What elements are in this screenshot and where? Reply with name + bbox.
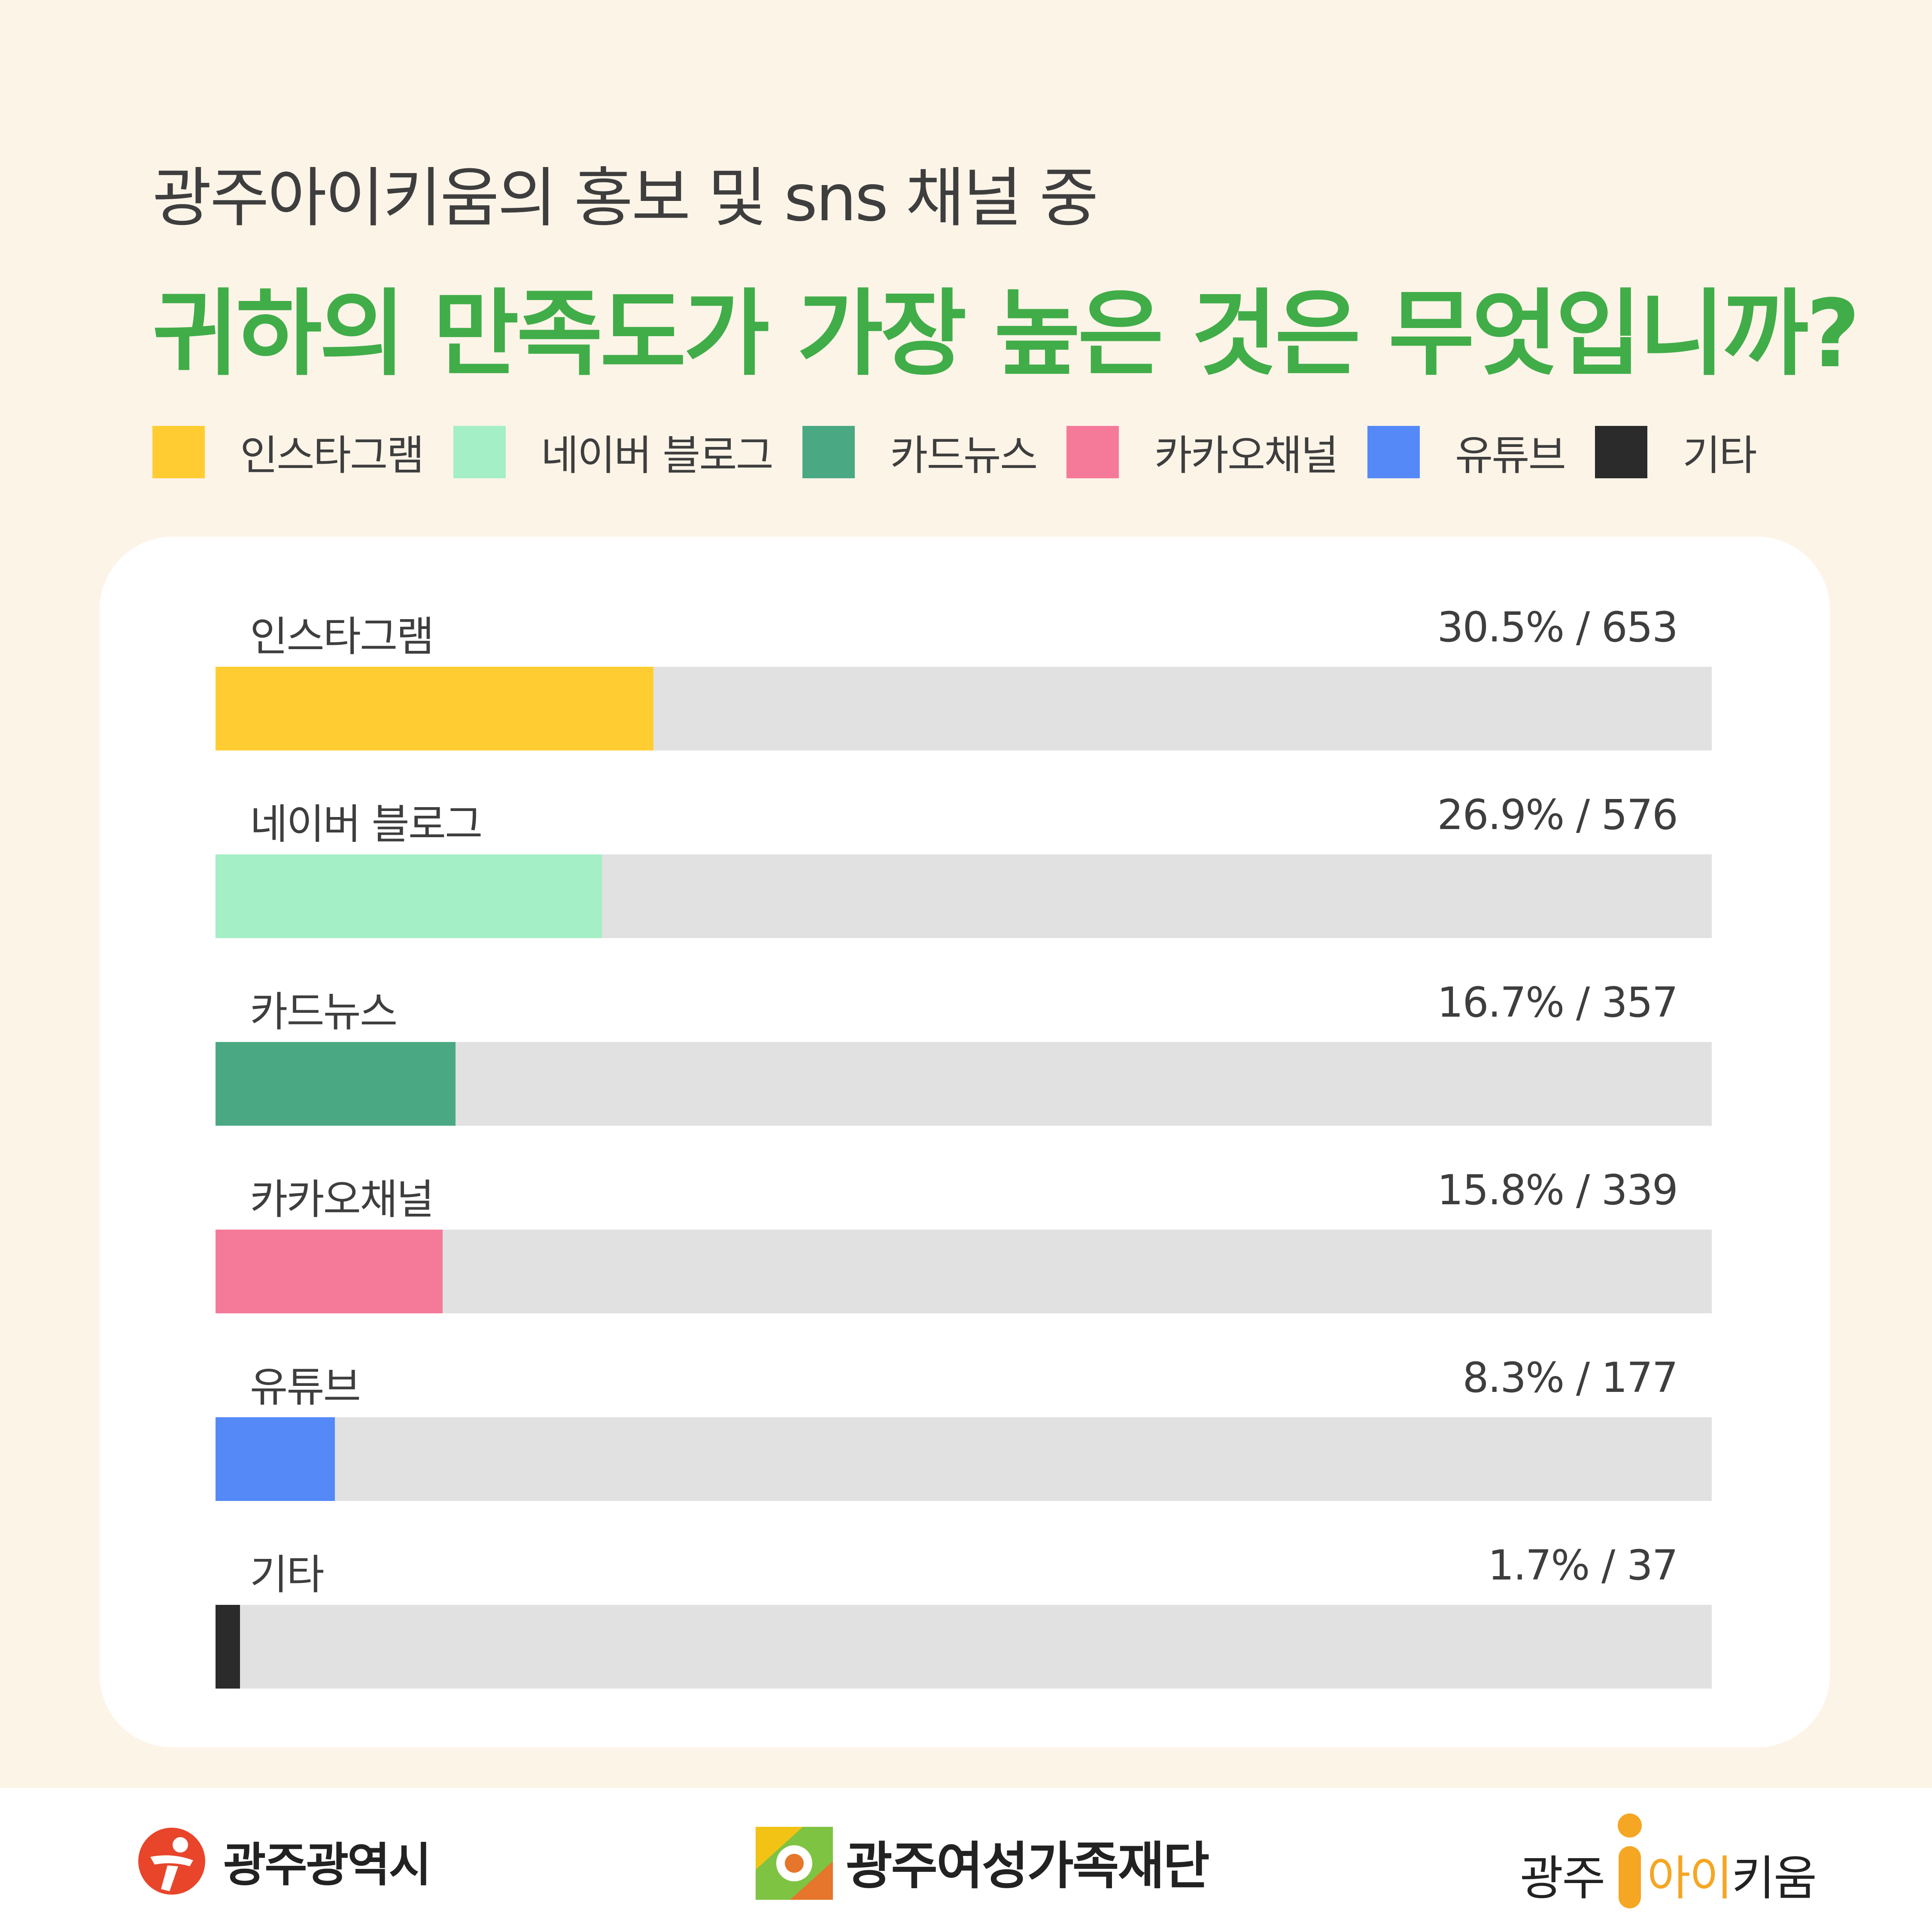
- bar-category-label: 인스타그램: [250, 613, 434, 661]
- gwangju-ikium-logo: 광주 아이 키움: [1520, 1812, 1817, 1911]
- bar-value-label: 26.9% / 576: [1437, 791, 1678, 839]
- womens-family-foundation-logo: 광주여성가족재단: [751, 1818, 1209, 1904]
- foundation-logo-text: 광주여성가족재단: [846, 1836, 1209, 1896]
- ikium-logo-mid: 아이: [1647, 1851, 1732, 1906]
- bar-fill: [216, 1042, 456, 1126]
- legend-label: 인스타그램: [240, 431, 425, 480]
- legend-label: 유튜브: [1455, 431, 1566, 480]
- legend-item: 기타: [1595, 422, 1757, 482]
- legend-swatch: [152, 425, 205, 478]
- bar-category-label: 카드뉴스: [250, 988, 398, 1036]
- bar-value-label: 1.7% / 37: [1488, 1541, 1678, 1589]
- bar-track: [216, 854, 1712, 938]
- legend-swatch: [1367, 425, 1420, 478]
- page-title: 귀하의 만족도가 가장 높은 것은 무엇입니까?: [152, 280, 1860, 389]
- chart-card: 인스타그램 30.5% / 653 네이버 블로그 26.9% / 576 카드뉴스 16…: [100, 537, 1830, 1747]
- legend-label: 네이버 블로그: [541, 431, 774, 480]
- subtitle: 광주아이키움의 홍보 및 sns 채널 중: [152, 161, 1099, 236]
- bar-track: [216, 1042, 1712, 1126]
- bar-value-label: 8.3% / 177: [1462, 1354, 1678, 1402]
- bar-category-label: 기타: [250, 1551, 325, 1599]
- bar-fill: [216, 667, 653, 750]
- legend-swatch: [1595, 425, 1647, 478]
- footer: 광주광역시 광주여성가족재단 광주 아이 키움: [0, 1788, 1932, 1932]
- bar-track: [216, 1605, 1712, 1689]
- legend-item: 카드뉴스: [802, 422, 1038, 482]
- legend-item: 유튜브: [1367, 422, 1566, 482]
- bar-category-label: 카카오채널: [250, 1176, 434, 1224]
- legend-swatch: [453, 425, 506, 478]
- bar-track: [216, 667, 1712, 750]
- gwangju-city-logo-text: 광주광역시: [223, 1838, 431, 1892]
- bar-fill: [216, 1230, 443, 1313]
- gwangju-city-emblem-icon: [138, 1828, 205, 1895]
- legend-label: 카카오채널: [1154, 431, 1339, 480]
- bar-category-label: 유튜브: [250, 1363, 361, 1411]
- legend-label: 카드뉴스: [890, 431, 1038, 480]
- ikium-i-icon: [1618, 1814, 1642, 1908]
- bar-track: [216, 1417, 1712, 1501]
- bar-value-label: 30.5% / 653: [1437, 603, 1678, 651]
- legend-item: 카카오채널: [1066, 422, 1339, 482]
- legend-item: 네이버 블로그: [453, 422, 774, 482]
- bar-value-label: 16.7% / 357: [1437, 978, 1678, 1027]
- foundation-emblem-icon: [756, 1827, 833, 1900]
- legend: 인스타그램 네이버 블로그 카드뉴스 카카오채널 유튜브 기타: [152, 422, 1786, 482]
- ikium-logo-prefix: 광주: [1520, 1851, 1605, 1906]
- bar-fill: [216, 1417, 335, 1501]
- bar-fill: [216, 1605, 240, 1689]
- legend-item: 인스타그램: [152, 422, 425, 482]
- ikium-logo-suffix: 키움: [1731, 1851, 1817, 1906]
- bar-track: [216, 1230, 1712, 1313]
- bar-category-label: 네이버 블로그: [250, 800, 483, 848]
- bar-fill: [216, 854, 602, 938]
- legend-label: 기타: [1682, 431, 1757, 480]
- legend-swatch: [1066, 425, 1119, 478]
- gwangju-city-logo: 광주광역시: [137, 1827, 431, 1896]
- legend-swatch: [802, 425, 855, 478]
- bar-value-label: 15.8% / 339: [1437, 1166, 1678, 1214]
